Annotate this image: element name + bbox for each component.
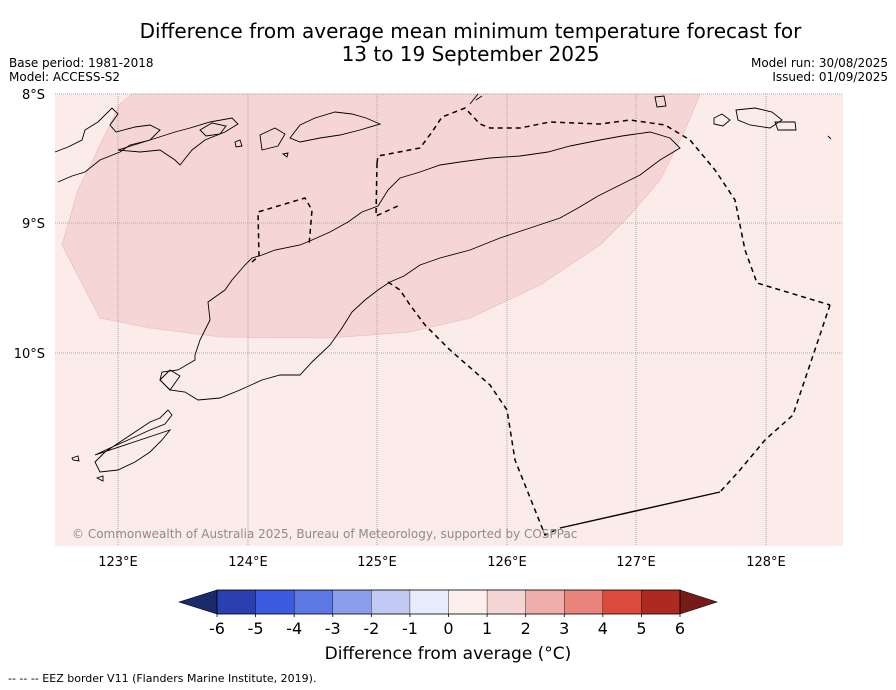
lon-label-125e: 125°E [357,555,397,570]
lat-label-10s: 10°S [14,347,45,362]
colorbar-bin [332,589,372,615]
coastline-islet-2 [281,152,289,158]
lat-label-8s: 8°S [22,88,45,103]
colorbar-tick-label: 1 [482,619,492,638]
meta-left: Base period: 1981-2018 Model: ACCESS-S2 [9,56,154,84]
graticule [55,93,843,546]
colorbar-bin [641,589,681,615]
lon-label-128e: 128°E [746,555,786,570]
coastline-babar-west [713,113,731,127]
colorbar-bins [216,589,681,615]
colorbar-bin [293,589,334,615]
lat-label-9s: 9°S [22,217,45,232]
coastline-islet-4 [827,135,832,140]
colorbar-tick-label: 2 [521,619,531,638]
title-line-2: 13 to 19 September 2025 [341,42,600,66]
eez-east [719,304,831,493]
copyright-text: © Commonwealth of Australia 2025, Bureau… [72,527,577,541]
eez-timor-north [376,107,831,306]
map-title: Difference from average mean minimum tem… [0,20,896,66]
colorbar-tick-label: 0 [443,619,453,638]
lon-label-123e: 123°E [98,555,138,570]
model-name: Model: ACCESS-S2 [9,70,121,84]
coastline-babar-east [774,121,797,131]
colorbar-under-arrow [178,589,218,615]
colorbar-tick-label: -6 [209,619,225,638]
colorbar-title: Difference from average (°C) [325,644,572,664]
coastline-alor [289,111,382,143]
eez-timor-south [375,162,561,537]
colorbar-tick-label: -3 [325,619,341,638]
eez-border-solid [559,491,721,529]
title-line-1: Difference from average mean minimum tem… [139,19,802,43]
eez-borders [251,107,831,537]
colorbar-bin [564,589,604,615]
colorbar-tick-label: -2 [363,619,379,638]
coastline-flores-east [117,117,239,166]
coastline-islet-3 [95,475,104,482]
colorbar-bin [216,589,257,615]
lon-label-124e: 124°E [228,555,268,570]
lon-label-126e: 126°E [487,555,527,570]
colorbar: -6 -5 -4 -3 -2 -1 0 1 2 3 4 5 6 Difference from aver… [178,589,718,664]
coastline-ndao [71,455,80,462]
colorbar-ticks: -6 -5 -4 -3 -2 -1 0 1 2 3 4 5 6 [209,614,685,638]
coastline-flores [54,107,161,183]
issued-date: Issued: 01/09/2025 [772,70,888,84]
colorbar-tick-label: 4 [598,619,608,638]
colorbar-bin [409,589,449,615]
model-run: Model run: 30/08/2025 [750,56,888,70]
eez-footnote: -- -- -- EEZ border V11 (Flanders Marine… [8,672,317,685]
colorbar-tick-label: -1 [402,619,418,638]
colorbar-tick-label: 3 [559,619,569,638]
coastline-pantar [259,127,286,151]
coastline-rote [94,409,173,473]
coastline-wetar [469,93,483,105]
coastline-islet-1 [234,139,243,148]
coastline-timor [159,131,681,401]
colorbar-bin [448,589,488,615]
colorbar-tick-label: -4 [286,619,302,638]
colorbar-tick-label: 6 [675,619,685,638]
colorbar-bin [602,589,642,615]
colorbar-bin [255,589,295,615]
coastline-lembata [199,122,227,137]
coastlines [54,93,832,482]
colorbar-tick-label: 5 [636,619,646,638]
colorbar-tick-label: -5 [248,619,264,638]
colorbar-bin [371,589,411,615]
meta-right: Model run: 30/08/2025 Issued: 01/09/2025 [751,56,888,84]
coastline-semau [159,369,181,391]
coastline-kisar [654,95,667,108]
lon-label-127e: 127°E [616,555,656,570]
warm-anomaly-region [61,93,701,339]
base-period: Base period: 1981-2018 [9,56,154,70]
colorbar-bin [525,589,565,615]
colorbar-over-arrow [679,589,718,615]
colorbar-bin [486,589,527,615]
